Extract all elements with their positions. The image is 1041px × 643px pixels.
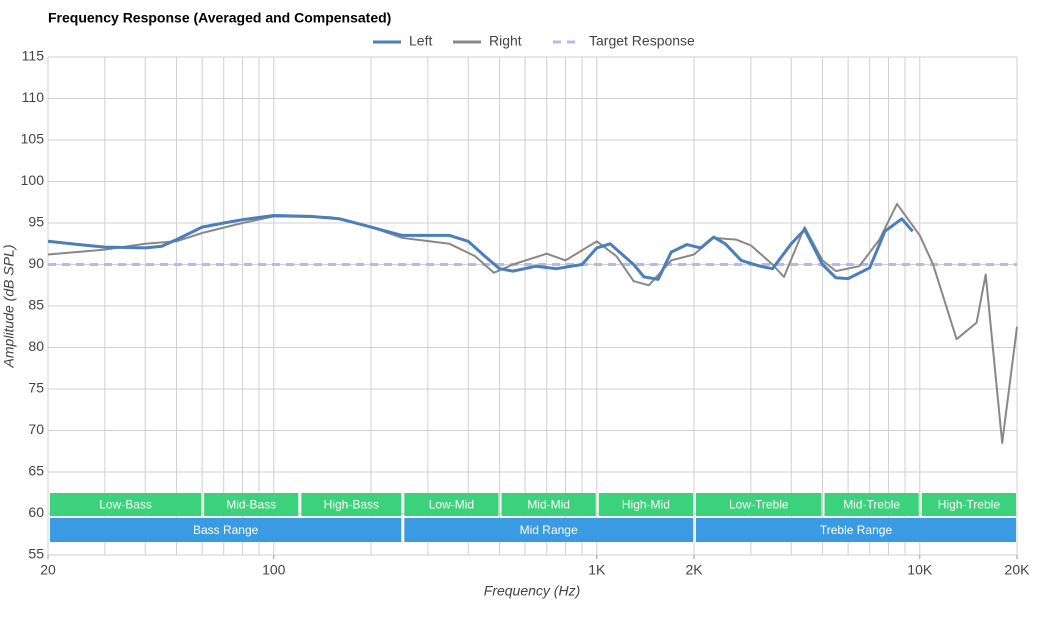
x-tick-label: 2K bbox=[685, 562, 703, 578]
y-axis-label: Amplitude (dB SPL) bbox=[1, 245, 17, 369]
x-axis-label: Frequency (Hz) bbox=[484, 583, 580, 599]
range-band bbox=[301, 493, 402, 516]
y-tick-label: 105 bbox=[21, 131, 45, 147]
y-tick-label: 75 bbox=[28, 380, 44, 396]
y-tick-label: 70 bbox=[28, 421, 44, 437]
range-band bbox=[50, 493, 202, 516]
range-label: Low-Treble bbox=[729, 498, 789, 512]
y-tick-label: 85 bbox=[28, 297, 44, 313]
range-label: Low-Bass bbox=[99, 498, 152, 512]
range-label: High-Bass bbox=[324, 498, 379, 512]
y-tick-label: 115 bbox=[22, 48, 45, 64]
range-band bbox=[404, 493, 499, 516]
y-tick-label: 80 bbox=[28, 338, 44, 354]
y-tick-label: 95 bbox=[28, 214, 44, 230]
y-tick-label: 110 bbox=[22, 89, 45, 105]
chart-title: Frequency Response (Averaged and Compens… bbox=[48, 10, 391, 26]
y-tick-label: 100 bbox=[21, 172, 45, 188]
range-band bbox=[696, 493, 822, 516]
legend-label: Target Response bbox=[589, 33, 695, 49]
range-label: Treble Range bbox=[820, 523, 893, 537]
range-label: Mid Range bbox=[520, 523, 578, 537]
range-band bbox=[824, 493, 919, 516]
range-band bbox=[501, 493, 596, 516]
range-label: Mid-Mid bbox=[527, 498, 570, 512]
x-tick-label: 100 bbox=[262, 562, 286, 578]
range-band bbox=[404, 518, 693, 542]
series-line bbox=[47, 214, 914, 281]
range-label: Mid-Treble bbox=[843, 498, 900, 512]
x-tick-label: 20K bbox=[1005, 562, 1031, 578]
range-label: Low-Mid bbox=[429, 498, 474, 512]
range-label: Bass Range bbox=[193, 523, 259, 537]
range-band bbox=[50, 518, 402, 542]
legend-label: Right bbox=[489, 33, 522, 49]
y-tick-label: 60 bbox=[28, 504, 44, 520]
legend-label: Left bbox=[409, 33, 432, 49]
range-label: High-Mid bbox=[622, 498, 670, 512]
range-band bbox=[204, 493, 299, 516]
range-band bbox=[696, 518, 1016, 542]
range-band bbox=[921, 493, 1016, 516]
range-label: Mid-Bass bbox=[226, 498, 276, 512]
series-line bbox=[47, 202, 1018, 444]
y-tick-label: 55 bbox=[28, 546, 44, 562]
x-tick-label: 10K bbox=[907, 562, 933, 578]
x-tick-label: 1K bbox=[588, 562, 606, 578]
y-tick-label: 90 bbox=[28, 255, 44, 271]
x-tick-label: 20 bbox=[40, 562, 56, 578]
range-label: High-Treble bbox=[938, 498, 1001, 512]
range-band bbox=[598, 493, 693, 516]
y-tick-label: 65 bbox=[28, 463, 44, 479]
